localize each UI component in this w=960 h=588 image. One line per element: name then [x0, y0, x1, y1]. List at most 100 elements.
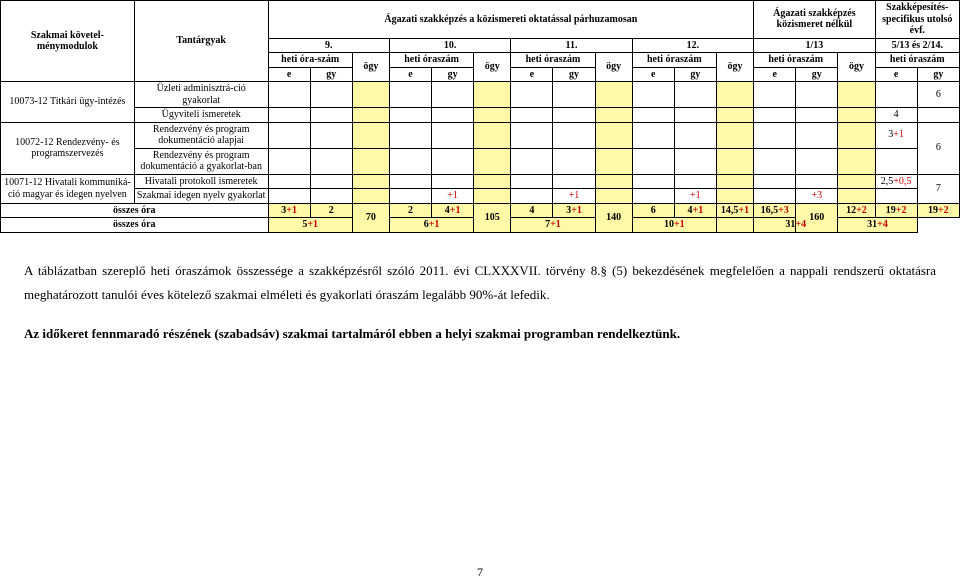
totals-cell: 3+1: [268, 203, 310, 218]
ogy-4: ögy: [716, 53, 753, 82]
heti-2: heti óraszám: [389, 53, 473, 68]
paragraphs: A táblázatban szereplő heti óraszámok ös…: [24, 259, 936, 347]
document-page: { "columns": { "modules_w": 108, "subjec…: [0, 0, 960, 588]
value-cell: [875, 148, 917, 174]
value-cell: [352, 82, 389, 108]
year-10: 10.: [389, 38, 510, 53]
year-11: 11.: [511, 38, 632, 53]
value-cell: [352, 189, 389, 204]
value-cell: [389, 148, 431, 174]
module-cell: 10071-12 Hivatali kommuniká-ció magyar é…: [1, 174, 135, 203]
value-cell: [595, 174, 632, 189]
value-cell: [474, 174, 511, 189]
value-cell: [716, 189, 753, 204]
e-2: e: [389, 67, 431, 82]
totals-cell: [716, 218, 753, 233]
e-6: e: [875, 67, 917, 82]
value-cell: [796, 108, 838, 123]
value-cell: [674, 82, 716, 108]
gy-3: gy: [553, 67, 595, 82]
value-cell: [716, 122, 753, 148]
totals-cell: 4: [511, 203, 553, 218]
value-cell: 2,5+0,5: [875, 174, 917, 189]
value-cell: [754, 174, 796, 189]
subject-cell: Ügyviteli ismeretek: [134, 108, 268, 123]
value-cell: [511, 189, 553, 204]
value-cell: [268, 174, 310, 189]
table-row: Rendezvény és program dokumentáció a gya…: [1, 148, 960, 174]
value-cell: [838, 122, 875, 148]
gy-2: gy: [432, 67, 474, 82]
module-cell: 10073-12 Titkári ügy-intézés: [1, 82, 135, 123]
value-cell: [595, 82, 632, 108]
ogy-2: ögy: [474, 53, 511, 82]
value-cell: [796, 82, 838, 108]
value-cell: [432, 82, 474, 108]
value-cell: [310, 189, 352, 204]
value-cell: [796, 174, 838, 189]
ogy-3: ögy: [595, 53, 632, 82]
value-cell: [674, 122, 716, 148]
totals-cell: 7+1: [511, 218, 595, 233]
value-cell: [352, 174, 389, 189]
value-cell: [595, 122, 632, 148]
totals-cell: 5+1: [268, 218, 352, 233]
value-cell: [838, 82, 875, 108]
gy-5: gy: [796, 67, 838, 82]
col-subjects: Tantárgyak: [134, 1, 268, 82]
value-cell: [553, 174, 595, 189]
value-cell: [474, 82, 511, 108]
value-cell: [389, 189, 431, 204]
table-row: Szakmai idegen nyelv gyakorlat+1+1+1+3: [1, 189, 960, 204]
year-5-13: 5/13 és 2/14.: [875, 38, 959, 53]
totals-label: összes óra: [1, 203, 269, 218]
value-cell: [474, 189, 511, 204]
heti-3: heti óraszám: [511, 53, 595, 68]
value-cell: [674, 108, 716, 123]
table-header: Szakmai követel-ménymodulok Tantárgyak Á…: [1, 1, 960, 82]
heti-6: heti óraszám: [875, 53, 959, 68]
value-cell: [310, 82, 352, 108]
value-cell: 7: [917, 174, 959, 203]
ogy-5: ögy: [838, 53, 875, 82]
value-cell: [796, 122, 838, 148]
value-cell: [595, 108, 632, 123]
value-cell: [268, 108, 310, 123]
e-3: e: [511, 67, 553, 82]
e-4: e: [632, 67, 674, 82]
totals-cell: 6: [632, 203, 674, 218]
totals-cell: 3+1: [553, 203, 595, 218]
value-cell: [553, 122, 595, 148]
value-cell: [875, 82, 917, 108]
totals-cell: 31+4: [838, 218, 917, 233]
value-cell: [796, 148, 838, 174]
value-cell: [389, 174, 431, 189]
value-cell: [352, 108, 389, 123]
value-cell: [389, 122, 431, 148]
gy-1: gy: [310, 67, 352, 82]
totals-cell: 14,5+1: [716, 203, 753, 218]
value-cell: [268, 189, 310, 204]
value-cell: [432, 108, 474, 123]
value-cell: [917, 108, 959, 123]
table-row: Ügyviteli ismeretek 4: [1, 108, 960, 123]
year-1-13: 1/13: [754, 38, 875, 53]
value-cell: [432, 148, 474, 174]
table-row: 10072-12 Rendezvény- és programszervezés…: [1, 122, 960, 148]
totals-merged: 140: [595, 203, 632, 232]
curriculum-table: Szakmai követel-ménymodulok Tantárgyak Á…: [0, 0, 960, 233]
value-cell: [632, 122, 674, 148]
e-5: e: [754, 67, 796, 82]
value-cell: +1: [553, 189, 595, 204]
heti-4: heti óraszám: [632, 53, 716, 68]
header-row-1: Szakmai követel-ménymodulok Tantárgyak Á…: [1, 1, 960, 39]
heti-1: heti óra-szám: [268, 53, 352, 68]
value-cell: [632, 82, 674, 108]
value-cell: [432, 122, 474, 148]
value-cell: 6: [917, 82, 959, 108]
value-cell: [268, 122, 310, 148]
value-cell: 4: [875, 108, 917, 123]
totals-cell: 19+2: [875, 203, 917, 218]
heti-5: heti óraszám: [754, 53, 838, 68]
page-number: 7: [0, 565, 960, 580]
